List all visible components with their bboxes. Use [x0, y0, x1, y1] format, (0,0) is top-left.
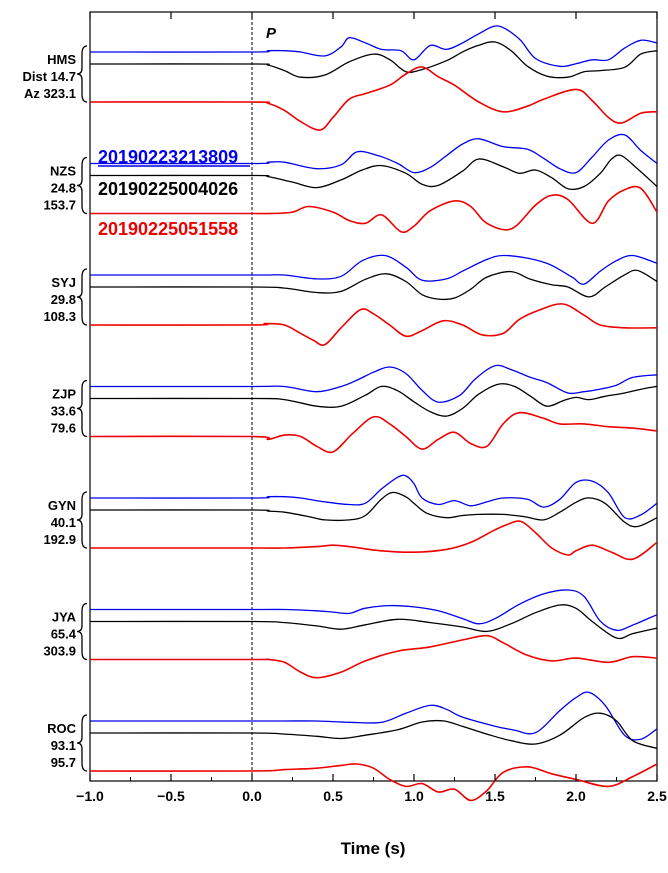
station-azimuth-gyn: 192.9: [43, 532, 76, 547]
trace-nzs-series-1: [89, 133, 658, 174]
station-azimuth-nzs: 153.7: [43, 198, 76, 213]
brace-zjp: [76, 379, 88, 438]
station-distance-hms: Dist 14.7: [23, 69, 76, 84]
trace-hms-series-2: [89, 41, 658, 79]
station-distance-gyn: 40.1: [51, 515, 76, 530]
station-azimuth-roc: 95.7: [51, 755, 76, 770]
x-tick-label: 0.5: [323, 788, 343, 804]
plot-frame: [89, 11, 658, 782]
x-tick-label: 0.0: [242, 788, 262, 804]
p-phase-label: P: [266, 25, 277, 42]
trace-gyn-series-1: [89, 474, 658, 520]
trace-roc-series-2: [89, 712, 658, 750]
trace-gyn-series-2: [89, 491, 658, 528]
station-name-gyn: GYN: [48, 498, 76, 513]
station-distance-nzs: 24.8: [51, 181, 76, 196]
x-tick-label: 2.5: [647, 788, 667, 804]
trace-zjp-series-1: [90, 364, 658, 403]
trace-syj-series-1: [89, 254, 658, 285]
legend-entry-series-2: 20190225004026: [98, 179, 238, 199]
trace-syj-series-3: [89, 303, 658, 346]
station-azimuth-zjp: 79.6: [51, 421, 76, 436]
station-name-nzs: NZS: [50, 164, 76, 179]
station-azimuth-syj: 108.3: [43, 309, 76, 324]
station-azimuth-hms: Az 323.1: [24, 86, 76, 101]
trace-zjp-series-3: [89, 411, 658, 454]
x-axis-title: Time (s): [341, 839, 406, 858]
x-tick-label: 2.0: [566, 788, 586, 804]
station-azimuth-jya: 303.9: [43, 644, 76, 659]
legend-entry-series-1: 20190223213809: [98, 147, 238, 167]
station-name-zjp: ZJP: [52, 387, 76, 402]
legend-entry-series-3: 20190225051558: [98, 219, 238, 239]
x-axis: −1.0 −0.5 0.0 0.5 1.0 1.5 2.0 2.5: [76, 12, 667, 804]
brace-roc: [76, 714, 88, 772]
trace-nzs-series-3: [90, 185, 658, 233]
brace-gyn: [76, 491, 88, 549]
station-label-layer: HMS Dist 14.7 Az 323.1 NZS 24.8 153.7 SYJ 29.8 1…: [23, 45, 88, 772]
brace-nzs: [76, 156, 88, 215]
trace-nzs-series-2: [89, 154, 658, 191]
station-name-syj: SYJ: [51, 275, 76, 290]
trace-zjp-series-2: [89, 383, 658, 417]
x-tick-label: 1.5: [485, 788, 505, 804]
trace-roc-series-3: [89, 763, 658, 802]
trace-gyn-series-3: [89, 520, 658, 561]
station-distance-syj: 29.8: [51, 292, 76, 307]
station-name-roc: ROC: [47, 721, 77, 736]
brace-syj: [76, 268, 88, 326]
station-distance-roc: 93.1: [51, 738, 76, 753]
legend: 20190223213809 20190225004026 2019022505…: [98, 147, 250, 239]
brace-jya: [76, 602, 88, 661]
trace-hms-series-1: [89, 25, 658, 68]
trace-jya-series-2: [89, 604, 658, 640]
station-name-hms: HMS: [47, 52, 76, 67]
station-distance-zjp: 33.6: [51, 404, 76, 419]
brace-hms: [76, 45, 88, 103]
trace-syj-series-2: [89, 269, 658, 301]
trace-jya-series-3: [90, 634, 658, 679]
trace-roc-series-1: [90, 691, 658, 741]
trace-layer: [89, 25, 658, 802]
trace-jya-series-1: [90, 589, 658, 632]
station-distance-jya: 65.4: [51, 627, 77, 642]
x-tick-label: −1.0: [76, 788, 104, 804]
x-tick-label: −0.5: [157, 788, 185, 804]
x-tick-label: 1.0: [404, 788, 424, 804]
station-name-jya: JYA: [52, 610, 77, 625]
trace-hms-series-3: [89, 66, 658, 131]
